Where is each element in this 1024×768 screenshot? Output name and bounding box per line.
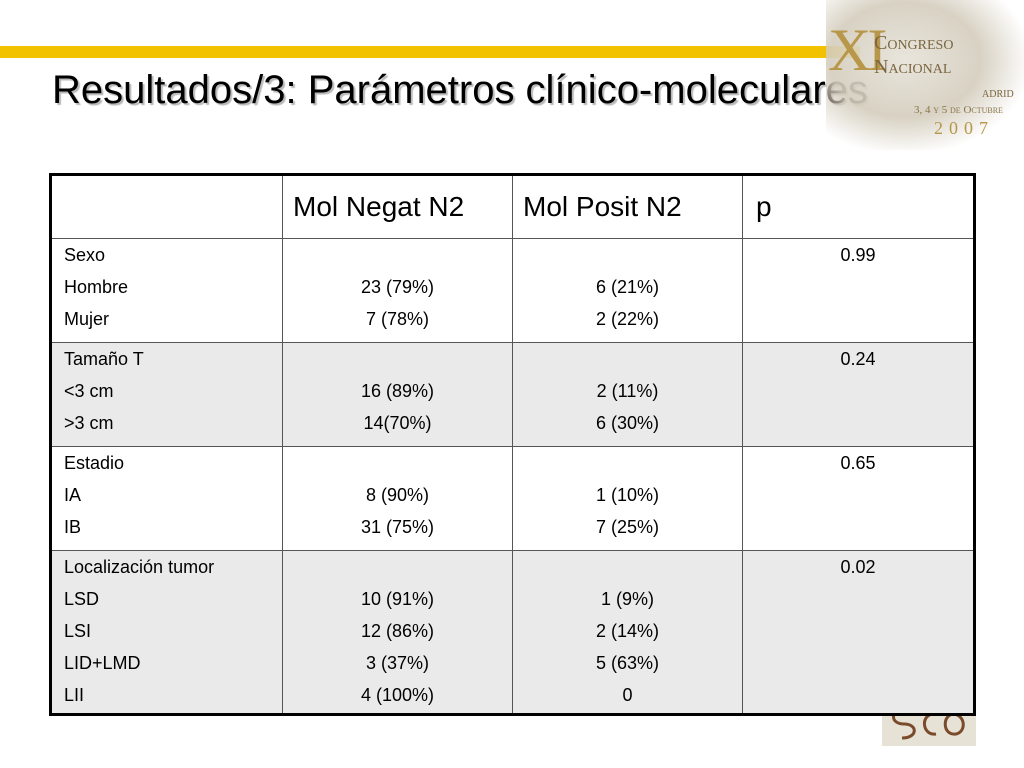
logo-city: adrid <box>982 86 1014 101</box>
row-label: IA <box>64 485 82 505</box>
p-cell: 0.65 <box>742 446 975 551</box>
logo-dates: 3, 4 y 5 de Octubre <box>914 104 1003 116</box>
pos-value: 2 (11%) <box>596 381 659 401</box>
results-table: Mol Negat N2 Mol Posit N2 p Sexo Hombre … <box>49 173 976 716</box>
p-cell: 0.99 <box>742 238 975 343</box>
pos-value: 2 (14%) <box>595 621 660 641</box>
neg-value: 3 (37%) <box>365 653 430 673</box>
neg-value: 10 (91%) <box>360 589 435 609</box>
logo-roman-numeral: XI <box>828 17 887 83</box>
logo-line-2: Nacional <box>874 56 952 78</box>
table-row-sexo: Sexo Hombre Mujer 23 (79%) 7 (78%) 6 (21… <box>50 238 975 343</box>
neg-value: 14(70%) <box>363 413 432 433</box>
pos-value: 2 (22%) <box>595 309 660 329</box>
table-row-estadio: Estadio IA IB 8 (90%) 31 (75%) 1 (10%) 7… <box>50 446 975 551</box>
neg-value: 8 (90%) <box>365 485 430 505</box>
row-label: LSD <box>64 589 100 609</box>
neg-value: 31 (75%) <box>360 517 435 537</box>
label-cell: Sexo Hombre Mujer <box>50 238 283 343</box>
pos-value: 1 (10%) <box>595 485 660 505</box>
slide-title: Resultados/3: Parámetros clínico-molecul… <box>52 68 868 112</box>
row-label: IB <box>64 517 82 537</box>
header-mol-posit: Mol Posit N2 <box>512 174 743 239</box>
pos-cell: 1 (9%) 2 (14%) 5 (63%) 0 <box>512 550 743 715</box>
neg-cell: 23 (79%) 7 (78%) <box>282 238 513 343</box>
title-accent-bar <box>0 46 860 58</box>
group-title: Localización tumor <box>64 557 215 577</box>
pos-value: 1 (9%) <box>600 589 654 609</box>
group-title: Tamaño T <box>64 349 144 369</box>
row-label: LSI <box>64 621 92 641</box>
table-row-tamano: Tamaño T <3 cm >3 cm 16 (89%) 14(70%) 2 … <box>50 342 975 447</box>
pos-value: 7 (25%) <box>595 517 660 537</box>
row-label: Hombre <box>64 277 129 297</box>
pos-cell: 2 (11%) 6 (30%) <box>512 342 743 447</box>
neg-value: 4 (100%) <box>360 685 435 705</box>
congress-logo: XI Congreso Nacional adrid 3, 4 y 5 de O… <box>826 0 1024 150</box>
row-label: LID+LMD <box>64 653 141 673</box>
pos-value: 0 <box>622 685 633 705</box>
p-value: 0.99 <box>840 245 876 265</box>
p-cell: 0.24 <box>742 342 975 447</box>
neg-cell: 8 (90%) 31 (75%) <box>282 446 513 551</box>
neg-cell: 16 (89%) 14(70%) <box>282 342 513 447</box>
table-row-localizacion: Localización tumor LSD LSI LID+LMD LII 1… <box>50 550 975 715</box>
pos-value: 6 (21%) <box>595 277 660 297</box>
group-title: Sexo <box>64 245 106 265</box>
neg-cell: 10 (91%) 12 (86%) 3 (37%) 4 (100%) <box>282 550 513 715</box>
neg-value: 12 (86%) <box>360 621 435 641</box>
neg-value: 7 (78%) <box>365 309 430 329</box>
header-mol-negat: Mol Negat N2 <box>282 174 513 239</box>
pos-cell: 1 (10%) 7 (25%) <box>512 446 743 551</box>
pos-cell: 6 (21%) 2 (22%) <box>512 238 743 343</box>
p-cell: 0.02 <box>742 550 975 715</box>
header-p: p <box>742 174 975 239</box>
label-cell: Estadio IA IB <box>50 446 283 551</box>
logo-year: 2007 <box>934 118 994 138</box>
label-cell: Tamaño T <3 cm >3 cm <box>50 342 283 447</box>
row-label: >3 cm <box>64 413 114 433</box>
label-cell: Localización tumor LSD LSI LID+LMD LII <box>50 550 283 715</box>
p-value: 0.02 <box>840 557 876 577</box>
neg-value: 23 (79%) <box>360 277 435 297</box>
logo-line-1: Congreso <box>874 32 954 54</box>
row-label: Mujer <box>64 309 110 329</box>
p-value: 0.65 <box>840 453 876 473</box>
row-label: <3 cm <box>64 381 114 401</box>
pos-value: 5 (63%) <box>595 653 660 673</box>
pos-value: 6 (30%) <box>595 413 660 433</box>
group-title: Estadio <box>64 453 125 473</box>
p-value: 0.24 <box>840 349 876 369</box>
neg-value: 16 (89%) <box>360 381 435 401</box>
row-label: LII <box>64 685 85 705</box>
header-cell-empty <box>50 174 283 239</box>
logo-background-image <box>826 0 1024 150</box>
table-header-row: Mol Negat N2 Mol Posit N2 p <box>50 174 975 239</box>
